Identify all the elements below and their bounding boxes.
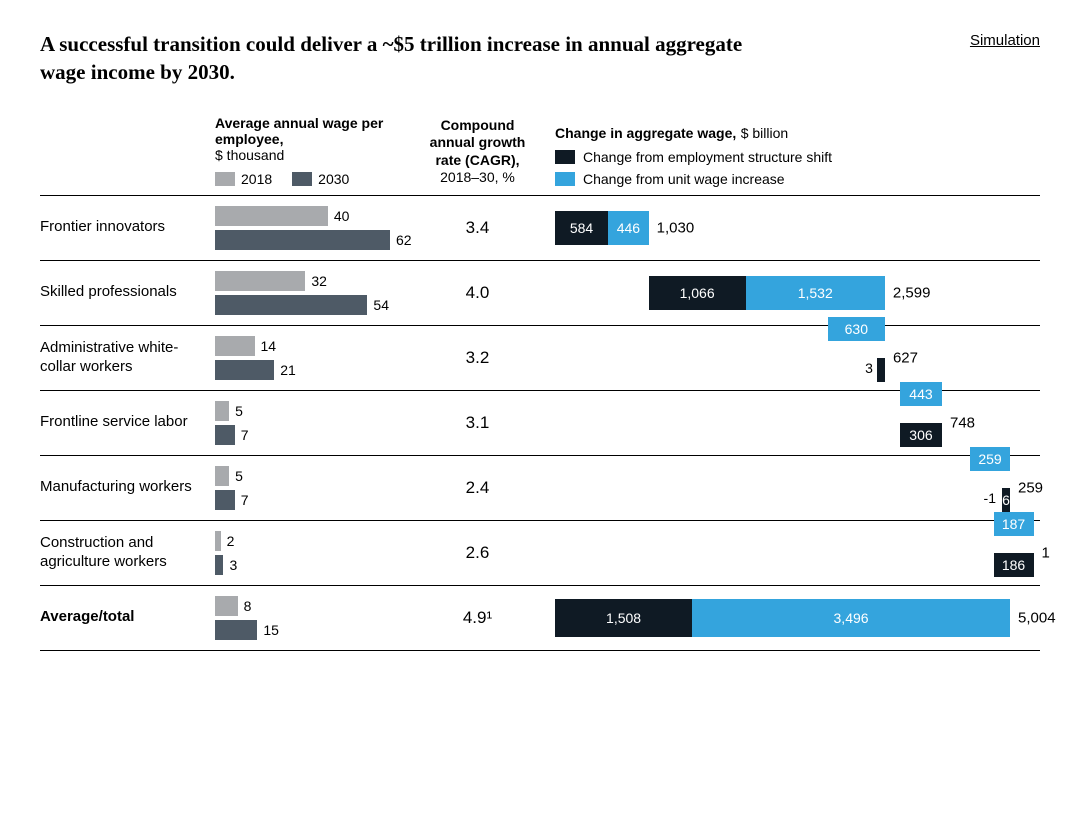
swatch-2030	[292, 172, 312, 186]
cagr-value: 2.4	[420, 456, 535, 520]
table-row: Manufacturing workers572.4259260-1259	[40, 455, 1040, 520]
row-label: Skilled professionals	[40, 261, 215, 325]
wage-bars: 40 62	[215, 196, 420, 260]
bar-value: 5	[235, 468, 243, 484]
wage-bars: 57	[215, 391, 420, 455]
waterfall-cell: 1,0661,532 2,599	[535, 261, 1040, 325]
row-label: Construction and agriculture workers	[40, 521, 215, 585]
bar	[215, 490, 235, 510]
bar	[215, 360, 274, 380]
simulation-link[interactable]: Simulation	[970, 32, 1040, 49]
row-label: Frontier innovators	[40, 196, 215, 260]
cagr-value: 2.6	[420, 521, 535, 585]
bar-value: 2	[227, 533, 235, 549]
wf-unitwage-seg: 187	[994, 512, 1034, 536]
wf-total-label: 1,030	[657, 219, 695, 236]
table-row: Administrative white-collar workers14213…	[40, 325, 1040, 390]
wage-bars: 1421	[215, 326, 420, 390]
waterfall-cell: 259260-1259	[535, 456, 1040, 520]
wf-structure-seg: 186	[994, 553, 1034, 577]
wf-total-label: 259	[1018, 479, 1043, 496]
cagr-value: 4.0	[420, 261, 535, 325]
waterfall-header: Change in aggregate wage, $ billion Chan…	[535, 125, 1040, 187]
waterfall-cell: 1871861	[535, 521, 1040, 585]
bar	[215, 401, 229, 421]
table-row: Frontier innovators 40 62 3.4 584446 1,030	[40, 195, 1040, 260]
column-headers: Average annual wage per employee, $ thou…	[40, 115, 1040, 195]
wf-unitwage-seg: 1,532	[746, 276, 885, 310]
wage-header: Average annual wage per employee, $ thou…	[215, 115, 420, 187]
wf-unitwage-seg: 446	[608, 211, 649, 245]
bar	[215, 531, 221, 551]
row-label: Average/total	[40, 586, 215, 650]
waterfall-cell: 584446 1,030	[535, 196, 1040, 260]
bar	[215, 620, 257, 640]
row-label: Administrative white-collar workers	[40, 326, 215, 390]
header: A successful transition could deliver a …	[40, 30, 1040, 87]
wf-total-label: 748	[950, 414, 975, 431]
bar	[215, 596, 238, 616]
wf-structure-seg: 3	[877, 358, 885, 382]
cagr-value: 3.1	[420, 391, 535, 455]
bar-value: 54	[373, 297, 389, 313]
waterfall-cell: 1,5083,4965,004	[535, 586, 1040, 650]
bar-value: 3	[229, 557, 237, 573]
swatch-structure	[555, 150, 575, 164]
bar	[215, 206, 328, 226]
wf-structure-seg: 584	[555, 211, 608, 245]
wage-bars: 57	[215, 456, 420, 520]
bar	[215, 271, 305, 291]
wf-total-label: 1	[1042, 544, 1050, 561]
bar-value: 15	[263, 622, 279, 638]
waterfall-cell: 443306748	[535, 391, 1040, 455]
wf-unitwage-seg: 443	[900, 382, 942, 406]
wf-total-label: 2,599	[893, 284, 931, 301]
bar	[215, 555, 223, 575]
cagr-value: 3.4	[420, 196, 535, 260]
bar-value: 5	[235, 403, 243, 419]
bar-value: 21	[280, 362, 296, 378]
wage-bars: 32 54	[215, 261, 420, 325]
cagr-value: 4.9¹	[420, 586, 535, 650]
bar-value: 8	[244, 598, 252, 614]
bar	[215, 336, 255, 356]
total-row: Average/total 8 15 4.9¹1,5083,4965,004	[40, 585, 1040, 651]
row-label: Frontline service labor	[40, 391, 215, 455]
wf-structure-seg: 306	[900, 423, 942, 447]
page-title: A successful transition could deliver a …	[40, 30, 780, 87]
wf-unitwage-seg: 259	[970, 447, 1010, 471]
bar	[215, 466, 229, 486]
table-row: Frontline service labor573.1443306748	[40, 390, 1040, 455]
swatch-unitwage	[555, 172, 575, 186]
bar	[215, 425, 235, 445]
table-row: Construction and agriculture workers232.…	[40, 520, 1040, 585]
wage-bars: 23	[215, 521, 420, 585]
wf-structure-seg: 1,508	[555, 599, 692, 637]
bar	[215, 295, 367, 315]
bar	[215, 230, 390, 250]
bar-value: 40	[334, 208, 350, 224]
wf-unitwage-seg: 630	[828, 317, 885, 341]
wf-unitwage-seg: 3,496	[692, 599, 1010, 637]
row-label: Manufacturing workers	[40, 456, 215, 520]
wage-bars: 8 15	[215, 586, 420, 650]
bar-value: 7	[241, 427, 249, 443]
table-row: Skilled professionals 32 54 4.0 1,0661,532 2,…	[40, 260, 1040, 325]
wf-total-label: 5,004	[1018, 609, 1056, 626]
bar-value: 32	[311, 273, 327, 289]
cagr-header: Compound annual growth rate (CAGR), 2018…	[420, 117, 535, 187]
bar-value: 14	[261, 338, 277, 354]
bar-value: 62	[396, 232, 412, 248]
wf-structure-seg: 1,066	[649, 276, 746, 310]
wf-structure-seg: 260-1	[1002, 488, 1010, 512]
wf-total-label: 627	[893, 349, 918, 366]
chart: Average annual wage per employee, $ thou…	[40, 115, 1040, 651]
bar-value: 7	[241, 492, 249, 508]
cagr-value: 3.2	[420, 326, 535, 390]
waterfall-cell: 6303627	[535, 326, 1040, 390]
swatch-2018	[215, 172, 235, 186]
data-rows: Frontier innovators 40 62 3.4 584446 1,030 Ski…	[40, 195, 1040, 651]
